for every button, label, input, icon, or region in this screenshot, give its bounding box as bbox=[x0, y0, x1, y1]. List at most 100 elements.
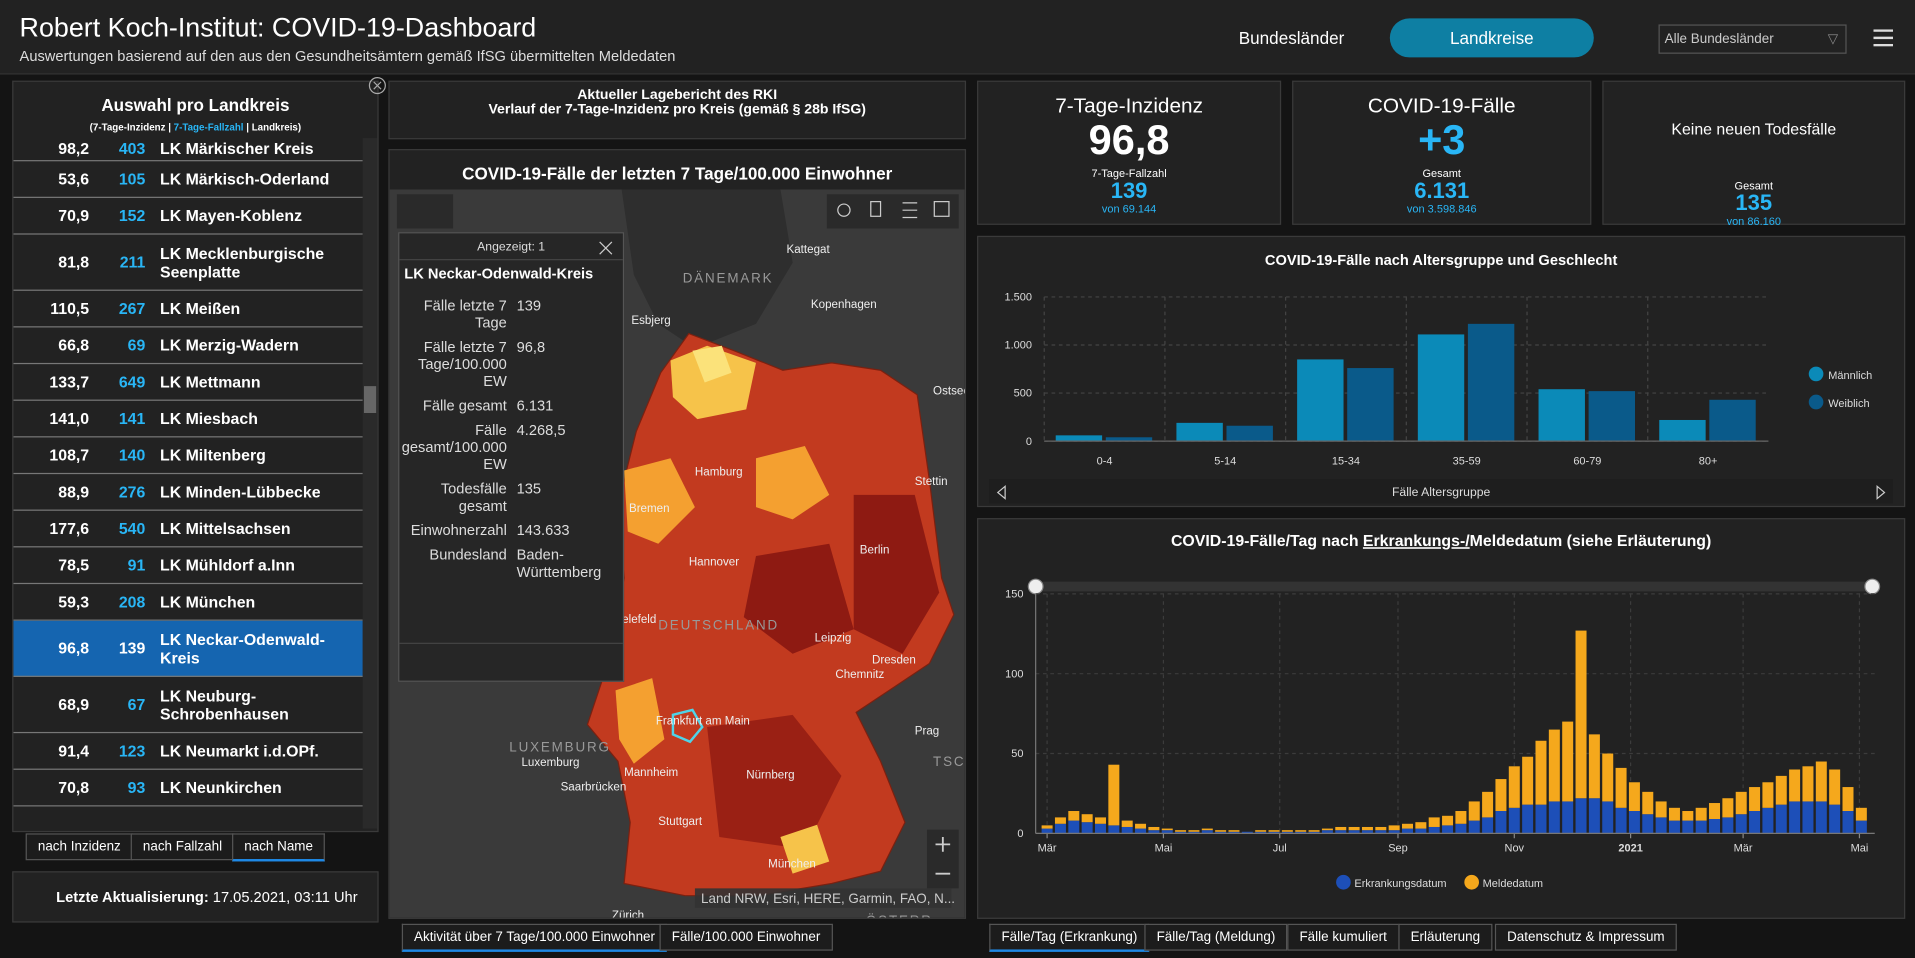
district-row[interactable]: 133,7 649 LK Mettmann bbox=[13, 364, 363, 401]
bar-segment bbox=[1802, 766, 1814, 802]
header-bar: Robert Koch-Institut: COVID-19-Dashboard… bbox=[0, 0, 1915, 75]
report-line[interactable]: Aktueller Lagebericht des RKI bbox=[577, 87, 778, 103]
scrollbar[interactable] bbox=[362, 138, 378, 829]
bookmark-icon[interactable] bbox=[870, 201, 882, 217]
y-tick-label: 150 bbox=[1005, 589, 1023, 601]
legend-swatch bbox=[1808, 394, 1824, 410]
kpi-sub-total: von 3.598.846 bbox=[1406, 202, 1477, 216]
list-icon[interactable] bbox=[902, 202, 918, 219]
scroll-left bbox=[996, 485, 1006, 500]
nav-button[interactable]: Landkreise bbox=[1389, 18, 1594, 58]
grid-icon[interactable] bbox=[933, 201, 950, 217]
tab[interactable]: Aktivität über 7 Tage/100.000 Einwohner bbox=[401, 923, 668, 952]
district-row[interactable]: 70,8 93 LK Neunkirchen bbox=[13, 770, 363, 807]
tab[interactable]: Datenschutz & Impressum bbox=[1494, 923, 1677, 951]
district-name: LK Märkisch-Oderland bbox=[159, 169, 330, 189]
kpi-card: COVID-19-Fälle +3 Gesamt 6.131 von 3.598.846 bbox=[1292, 80, 1592, 225]
map[interactable]: Kattegat DÄNEMARK Esbjerg Kopenhagen Ostsee H… bbox=[389, 189, 965, 918]
bar-segment bbox=[1735, 791, 1747, 815]
district-row[interactable]: 98,2 403 LK Märkischer Kreis bbox=[13, 136, 363, 162]
popup-field: Bundesland Baden-Württemberg bbox=[399, 546, 622, 580]
bar-segment bbox=[1655, 801, 1667, 818]
district-rows: 98,2 403 LK Märkischer Kreis 53,6 105 LK Märk… bbox=[13, 136, 363, 807]
district-row[interactable]: 59,3 208 LK München bbox=[13, 584, 363, 621]
region bbox=[780, 824, 830, 874]
district-row[interactable]: 108,7 140 LK Miltenberg bbox=[13, 437, 363, 475]
bar-segment bbox=[1415, 822, 1427, 829]
bar-segment bbox=[1241, 831, 1253, 834]
district-row[interactable]: 177,6 540 LK Mittelsachsen bbox=[13, 511, 363, 548]
tab[interactable]: nach Name bbox=[232, 833, 326, 862]
legend-label: Erkrankungsdatum bbox=[1354, 878, 1446, 890]
bar-segment bbox=[1508, 766, 1520, 808]
map-tool[interactable] bbox=[396, 194, 454, 229]
place-label: Kattegat bbox=[787, 243, 831, 256]
kpi-sub-total: von 69.144 bbox=[1101, 202, 1157, 216]
district-row[interactable]: 68,9 67 LK Neuburg-Schrobenhausen bbox=[13, 677, 363, 734]
field-value: 4.268,5 bbox=[516, 421, 566, 439]
district-row[interactable]: 91,4 123 LK Neumarkt i.d.OPf. bbox=[13, 733, 363, 770]
district-row[interactable]: 81,8 211 LK Mecklenburgische Seenplatte bbox=[13, 235, 363, 291]
field-label: Bundesland bbox=[429, 546, 507, 564]
bar-segment bbox=[1615, 767, 1627, 808]
kpi-main: 96,8 bbox=[1088, 117, 1170, 164]
bar-segment bbox=[1655, 817, 1667, 834]
report-line[interactable]: Verlauf der 7-Tage-Inzidenz pro Kreis (g… bbox=[488, 102, 866, 118]
x-tick-label: 80+ bbox=[1699, 455, 1718, 467]
district-row[interactable]: 66,8 69 LK Merzig-Wadern bbox=[13, 327, 363, 365]
bar bbox=[1538, 389, 1585, 442]
region-dropdown[interactable]: Alle Bundesländer ▽ bbox=[1658, 24, 1847, 54]
case-count: 403 bbox=[118, 138, 146, 158]
legend-label: Männlich bbox=[1828, 370, 1872, 382]
bar-segment bbox=[1468, 801, 1480, 821]
region bbox=[755, 446, 830, 520]
tab[interactable]: Fälle/Tag (Meldung) bbox=[1144, 923, 1288, 951]
place-label: Esbjerg bbox=[631, 314, 670, 327]
district-row[interactable]: 96,8 139 LK Neckar-Odenwald-Kreis bbox=[13, 620, 363, 677]
close-icon[interactable] bbox=[368, 76, 388, 96]
bar-segment bbox=[1215, 830, 1227, 832]
popup-field: Fälle letzte 7 Tage 139 bbox=[399, 297, 622, 331]
bar-segment bbox=[1308, 831, 1320, 834]
bar-segment bbox=[1321, 830, 1333, 834]
district-row[interactable]: 70,9 152 LK Mayen-Koblenz bbox=[13, 198, 363, 235]
district-name: LK Mittelsachsen bbox=[159, 519, 291, 538]
tab[interactable]: nach Inzidenz bbox=[25, 833, 133, 861]
district-row[interactable]: 110,5 267 LK Meißen bbox=[13, 291, 363, 328]
district-row[interactable]: 78,5 91 LK Mühldorf a.Inn bbox=[13, 547, 363, 585]
bar-segment bbox=[1789, 769, 1801, 802]
bar-segment bbox=[1562, 721, 1574, 802]
district-row[interactable]: 88,9 276 LK Minden-Lübbecke bbox=[13, 474, 363, 511]
chart-title: COVID-19-Fälle nach Altersgruppe und Ges… bbox=[1265, 253, 1618, 269]
tab[interactable]: Erläuterung bbox=[1398, 923, 1493, 951]
district-row[interactable]: 141,0 141 LK Miesbach bbox=[13, 401, 363, 438]
menu-icon[interactable] bbox=[1873, 29, 1894, 47]
popup-field: Fälle letzte 7 Tage/100.000 EW 96,8 bbox=[399, 338, 622, 389]
dropdown-text: Alle Bundesländer bbox=[1664, 31, 1774, 47]
tab[interactable]: Fälle/Tag (Erkrankung) bbox=[989, 923, 1150, 952]
tab[interactable]: nach Fallzahl bbox=[130, 833, 235, 861]
nav-button[interactable]: Bundesländer bbox=[1238, 28, 1345, 48]
place-label: Bremen bbox=[629, 502, 670, 515]
tab[interactable]: Fälle/100.000 Einwohner bbox=[659, 923, 833, 951]
district-row[interactable]: 53,6 105 LK Märkisch-Oderland bbox=[13, 161, 363, 198]
case-count: 93 bbox=[127, 778, 146, 797]
kpi-sub-value: 135 bbox=[1735, 190, 1773, 216]
y-tick-label: 100 bbox=[1005, 668, 1023, 680]
bar-segment bbox=[1628, 811, 1640, 834]
tab[interactable]: Fälle kumuliert bbox=[1287, 923, 1400, 951]
popup-close[interactable] bbox=[598, 241, 613, 256]
bar-segment bbox=[1695, 807, 1707, 821]
scroll-thumb[interactable] bbox=[363, 386, 377, 414]
app-subtitle: Auswertungen basierend auf den aus den G… bbox=[19, 47, 676, 65]
bar-segment bbox=[1482, 791, 1494, 818]
incidence: 78,5 bbox=[58, 555, 90, 575]
popup-actions[interactable] bbox=[399, 642, 623, 681]
field-value: 143.633 bbox=[516, 521, 570, 539]
map-toolbar[interactable] bbox=[826, 194, 959, 229]
bar-segment bbox=[1855, 820, 1867, 834]
zoom-icons[interactable] bbox=[935, 837, 951, 875]
bar bbox=[1297, 359, 1344, 442]
search-icon[interactable] bbox=[837, 203, 851, 217]
field-label: Todesfälle gesamt bbox=[440, 480, 507, 515]
